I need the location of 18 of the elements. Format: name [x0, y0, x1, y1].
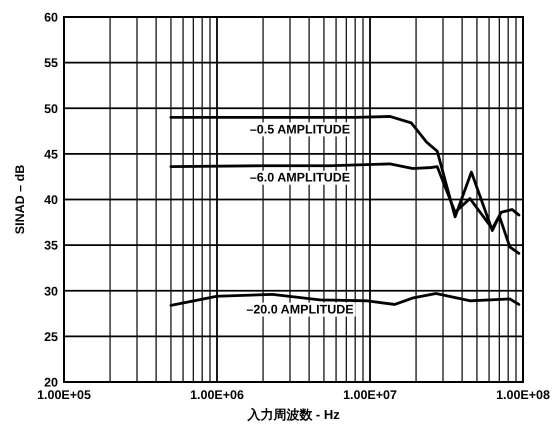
- series-label: –20.0 AMPLITUDE: [246, 302, 354, 317]
- x-tick-label: 1.00E+05: [37, 388, 91, 402]
- y-tick-label: 25: [44, 330, 58, 344]
- y-tick-label: 45: [44, 147, 58, 162]
- x-axis-title: 入力周波数 - Hz: [246, 407, 340, 422]
- y-tick-label: 20: [44, 376, 58, 390]
- y-tick-label: 40: [44, 193, 58, 207]
- y-tick-label: 55: [44, 56, 58, 70]
- y-axis-title: SINAD – dB: [13, 164, 27, 234]
- series-label: –0.5 AMPLITUDE: [250, 122, 350, 136]
- x-tick-label: 1.00E+08: [496, 388, 550, 402]
- y-tick-label: 30: [44, 284, 58, 298]
- x-tick-label: 1.00E+06: [190, 388, 244, 402]
- y-tick-label: 60: [44, 10, 58, 24]
- series-label: –6.0 AMPLITUDE: [250, 170, 350, 185]
- y-tick-label: 50: [44, 102, 58, 116]
- x-tick-label: 1.00E+07: [343, 388, 397, 402]
- y-tick-label: 35: [44, 238, 58, 253]
